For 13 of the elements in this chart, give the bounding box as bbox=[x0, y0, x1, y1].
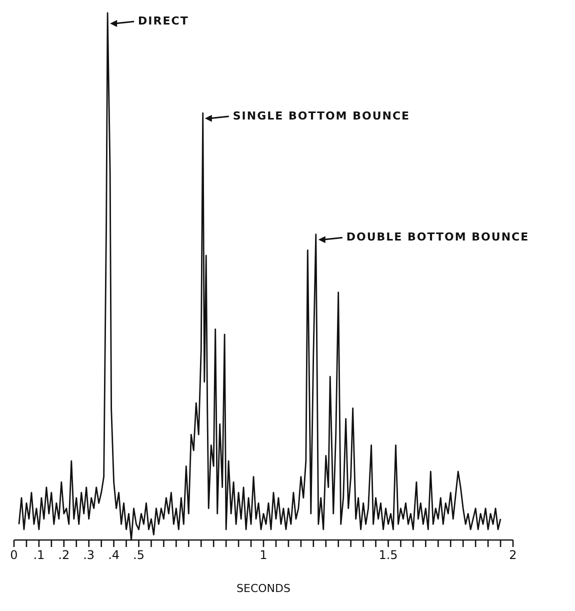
x-tick-label: .4 bbox=[108, 548, 120, 562]
x-tick-label: .5 bbox=[133, 548, 144, 562]
x-tick-label: 1.5 bbox=[378, 548, 398, 562]
x-tick-label: 1 bbox=[260, 548, 268, 562]
x-axis-title: SECONDS bbox=[236, 582, 290, 595]
x-tick-label: .1 bbox=[33, 548, 45, 562]
x-tick-label: .3 bbox=[83, 548, 95, 562]
x-tick-label: 0 bbox=[10, 548, 18, 562]
x-tick-label: .2 bbox=[58, 548, 70, 562]
annotation: DIRECT bbox=[138, 14, 189, 28]
annotation: DOUBLE BOTTOM BOUNCE bbox=[346, 230, 530, 244]
x-tick-label: 2 bbox=[509, 548, 517, 562]
annotation: SINGLE BOTTOM BOUNCE bbox=[232, 109, 410, 122]
